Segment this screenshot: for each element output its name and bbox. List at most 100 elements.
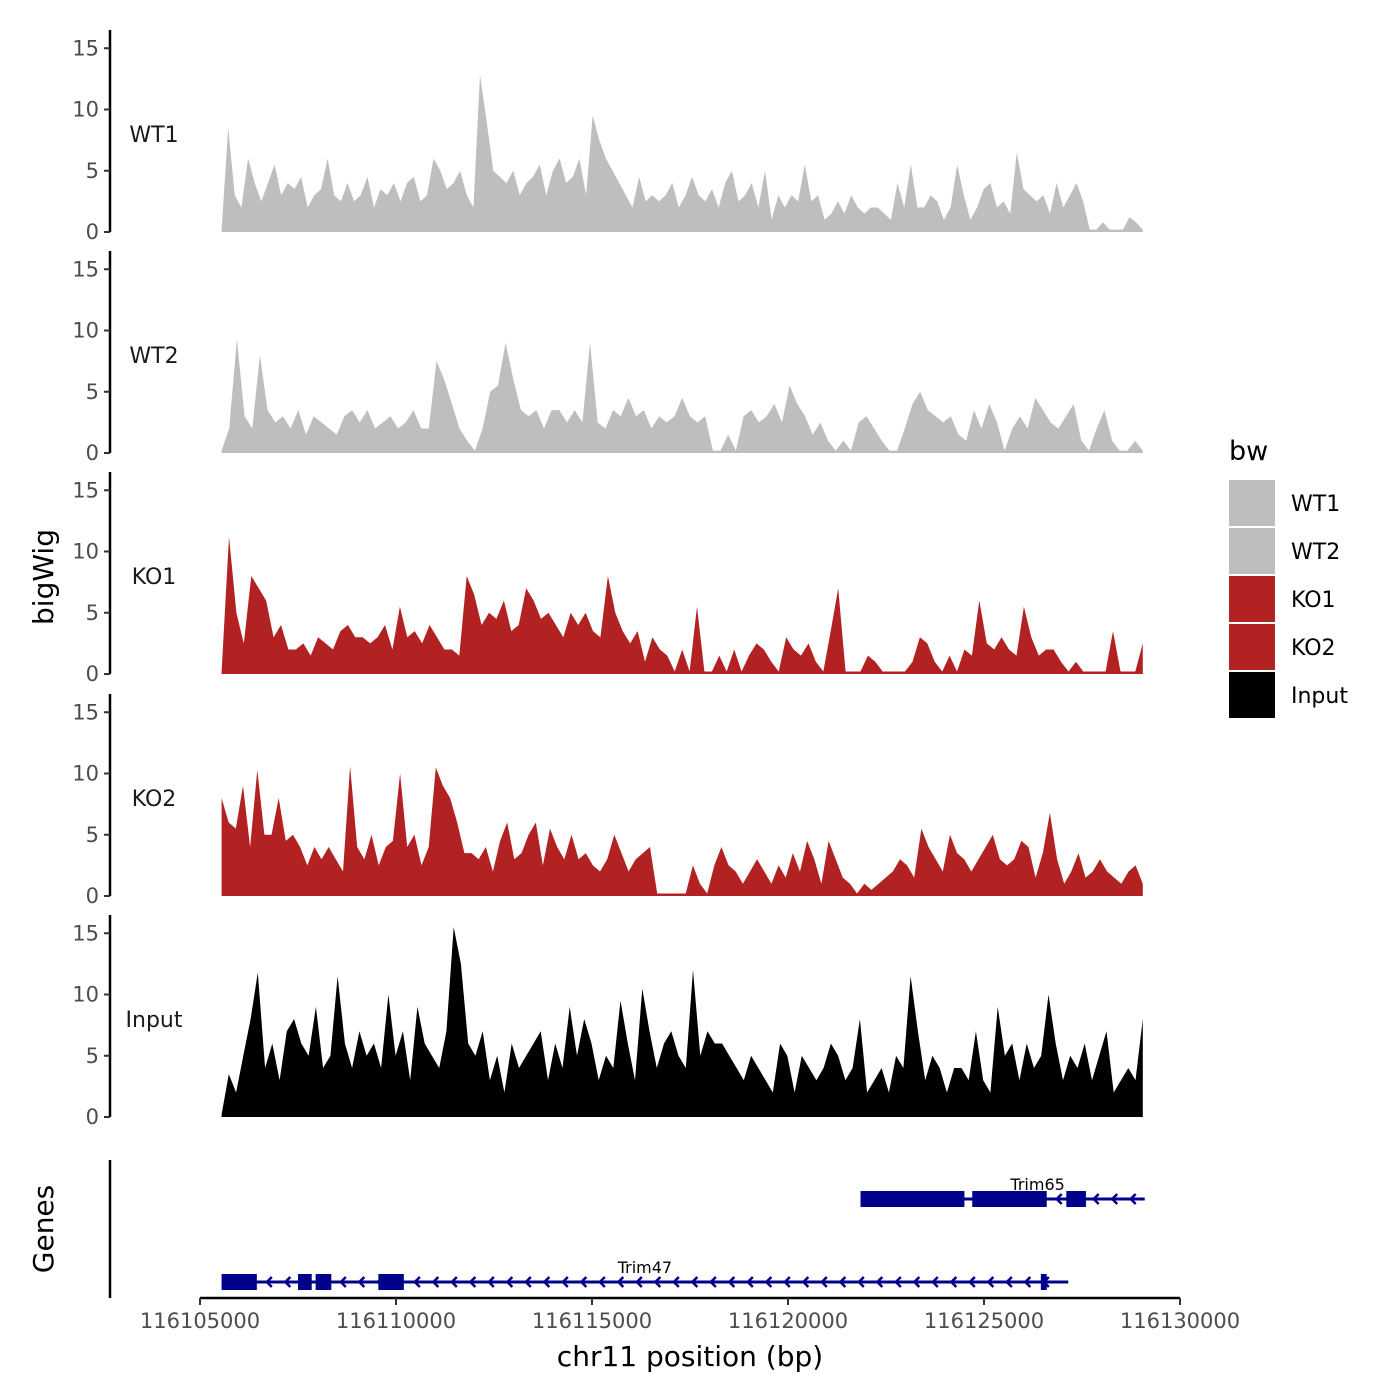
x-tick-label: 116110000 bbox=[336, 1309, 456, 1333]
strand-arrow bbox=[1128, 1193, 1137, 1205]
strand-arrow bbox=[857, 1276, 865, 1288]
exon bbox=[972, 1191, 1047, 1207]
legend-key bbox=[1229, 672, 1275, 718]
gene-label: Trim65 bbox=[1009, 1175, 1064, 1194]
genes-axis-title: Genes bbox=[27, 1185, 60, 1273]
track-wt2: 0 5 10 15 WT2 bbox=[72, 251, 1143, 465]
strand-arrow bbox=[1042, 1276, 1050, 1288]
coverage-area-ko1 bbox=[221, 536, 1143, 674]
track-label: WT2 bbox=[129, 344, 178, 369]
gene-label: Trim47 bbox=[617, 1258, 672, 1277]
strand-arrow bbox=[968, 1276, 976, 1288]
y-tick-label: 0 bbox=[86, 220, 99, 244]
track-input: 0 5 10 15 Input bbox=[72, 915, 1143, 1129]
exon bbox=[378, 1274, 404, 1290]
y-tick-label: 0 bbox=[86, 1105, 99, 1129]
legend-item-ko2: KO2 bbox=[1229, 624, 1336, 670]
exon bbox=[860, 1191, 965, 1207]
strand-arrow bbox=[468, 1276, 477, 1288]
strand-arrow bbox=[1073, 1193, 1082, 1205]
legend-label: KO2 bbox=[1291, 636, 1336, 661]
legend: bw WT1 WT2 KO1 KO2 Input bbox=[1229, 436, 1348, 718]
coverage-tracks: 0 5 10 15 WT1 0 5 10 15 WT2 0 5 10 15 KO1 0 5 10 15 KO2 0 5 10… bbox=[72, 30, 1143, 1129]
strand-arrow bbox=[1005, 1276, 1013, 1288]
legend-item-input: Input bbox=[1229, 672, 1348, 718]
gene-trim65: Trim65 bbox=[860, 1175, 1145, 1207]
gene-track: Trim65 Trim47 bbox=[108, 1160, 1145, 1298]
legend-label: WT2 bbox=[1291, 540, 1340, 565]
strand-arrow bbox=[635, 1276, 643, 1288]
strand-arrow bbox=[801, 1276, 810, 1288]
y-tick-label: 0 bbox=[86, 884, 99, 908]
strand-arrow bbox=[616, 1276, 625, 1288]
strand-arrow bbox=[376, 1276, 384, 1288]
y-tick-label: 15 bbox=[72, 478, 99, 502]
strand-arrow bbox=[986, 1276, 995, 1288]
strand-arrow bbox=[1054, 1193, 1063, 1205]
strand-arrow bbox=[1110, 1193, 1119, 1205]
legend-key bbox=[1229, 624, 1275, 670]
track-label: WT1 bbox=[129, 123, 178, 148]
legend-key bbox=[1229, 480, 1275, 526]
strand-arrow bbox=[875, 1276, 884, 1288]
y-tick-label: 0 bbox=[86, 441, 99, 465]
y-tick-label: 15 bbox=[72, 921, 99, 945]
strand-arrow bbox=[487, 1276, 495, 1288]
y-tick-label: 10 bbox=[72, 540, 99, 564]
y-tick-label: 5 bbox=[86, 601, 99, 625]
y-tick-label: 15 bbox=[72, 700, 99, 724]
y-tick-label: 10 bbox=[72, 98, 99, 122]
strand-arrow bbox=[339, 1276, 347, 1288]
track-ko1: 0 5 10 15 KO1 bbox=[72, 472, 1143, 686]
legend-label: WT1 bbox=[1291, 492, 1340, 517]
coverage-area-input bbox=[221, 927, 1143, 1117]
strand-arrow bbox=[357, 1276, 366, 1288]
coverage-area-wt2 bbox=[221, 339, 1143, 453]
strand-arrow bbox=[820, 1276, 828, 1288]
x-tick-label: 116125000 bbox=[924, 1309, 1044, 1333]
legend-title: bw bbox=[1229, 436, 1268, 467]
track-label: KO1 bbox=[132, 565, 177, 590]
x-tick-label: 116115000 bbox=[532, 1309, 652, 1333]
strand-arrow bbox=[931, 1276, 939, 1288]
strand-arrow bbox=[283, 1276, 292, 1288]
x-tick-label: 116105000 bbox=[140, 1309, 260, 1333]
strand-arrow bbox=[783, 1276, 791, 1288]
y-tick-label: 15 bbox=[72, 257, 99, 281]
x-axis-title: chr11 position (bp) bbox=[557, 1340, 823, 1373]
y-tick-label: 5 bbox=[86, 823, 99, 847]
track-ko2: 0 5 10 15 KO2 bbox=[72, 694, 1143, 908]
y-tick-label: 10 bbox=[72, 319, 99, 343]
legend-key bbox=[1229, 576, 1275, 622]
x-tick-label: 116120000 bbox=[728, 1309, 848, 1333]
track-wt1: 0 5 10 15 WT1 bbox=[72, 30, 1143, 244]
strand-arrow bbox=[894, 1276, 902, 1288]
strand-arrow bbox=[912, 1276, 921, 1288]
legend-key bbox=[1229, 528, 1275, 574]
strand-arrow bbox=[413, 1276, 421, 1288]
y-tick-label: 15 bbox=[72, 36, 99, 60]
strand-arrow bbox=[727, 1276, 736, 1288]
strand-arrow bbox=[542, 1276, 551, 1288]
strand-arrow bbox=[579, 1276, 588, 1288]
strand-arrow bbox=[838, 1276, 847, 1288]
strand-arrow bbox=[265, 1276, 273, 1288]
exon bbox=[221, 1274, 257, 1290]
y-axis-title: bigWig bbox=[27, 529, 60, 625]
strand-arrow bbox=[524, 1276, 532, 1288]
strand-arrow bbox=[561, 1276, 569, 1288]
strand-arrow bbox=[672, 1276, 680, 1288]
track-label: Input bbox=[126, 1008, 183, 1033]
strand-arrow bbox=[746, 1276, 754, 1288]
y-tick-label: 0 bbox=[86, 662, 99, 686]
legend-item-wt1: WT1 bbox=[1229, 480, 1340, 526]
y-tick-label: 5 bbox=[86, 159, 99, 183]
strand-arrow bbox=[949, 1276, 958, 1288]
strand-arrow bbox=[450, 1276, 458, 1288]
strand-arrow bbox=[1023, 1276, 1032, 1288]
strand-arrow bbox=[1091, 1193, 1100, 1205]
strand-arrow bbox=[394, 1276, 403, 1288]
legend-label: Input bbox=[1291, 684, 1348, 709]
strand-arrow bbox=[320, 1276, 329, 1288]
